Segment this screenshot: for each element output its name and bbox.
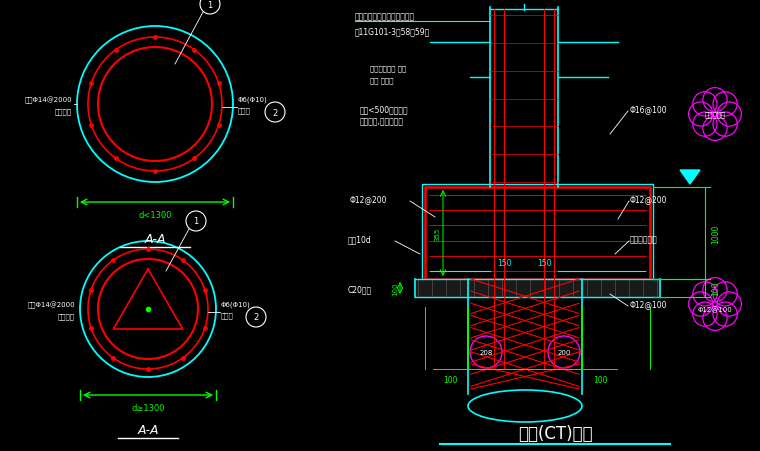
- Text: 承台(CT)大样: 承台(CT)大样: [518, 424, 592, 442]
- Text: 208: 208: [480, 349, 492, 355]
- Bar: [422, 184, 653, 282]
- Text: 355: 355: [434, 227, 440, 240]
- Text: 墙、柱插筋在基础中锚固构造: 墙、柱插筋在基础中锚固构造: [355, 12, 415, 21]
- Text: 间距<500且不少于: 间距<500且不少于: [360, 105, 409, 114]
- Text: A-A: A-A: [144, 232, 166, 245]
- Text: 锚筋10d: 锚筋10d: [348, 235, 372, 244]
- Text: 1: 1: [193, 217, 198, 226]
- Text: 与主筋同: 与主筋同: [55, 108, 72, 115]
- Text: 箍筋Φ14@2000: 箍筋Φ14@2000: [24, 96, 72, 103]
- Polygon shape: [415, 279, 660, 297]
- Bar: [425, 188, 650, 279]
- Text: 承台顶标高: 承台顶标高: [705, 111, 726, 118]
- Text: 插至承台底筋: 插至承台底筋: [630, 235, 657, 244]
- Text: 100: 100: [392, 281, 398, 295]
- Text: 螺旋筋: 螺旋筋: [221, 312, 234, 318]
- Text: 150: 150: [537, 258, 551, 267]
- Text: Φ6(Φ10): Φ6(Φ10): [238, 97, 268, 103]
- Text: 2: 2: [253, 313, 258, 322]
- Text: 箍筋Φ14@2000: 箍筋Φ14@2000: [27, 301, 75, 308]
- Text: 100: 100: [711, 281, 720, 295]
- Text: 100: 100: [443, 375, 458, 384]
- Text: 100: 100: [593, 375, 607, 384]
- Text: d≥1300: d≥1300: [131, 403, 165, 412]
- Text: 2: 2: [272, 108, 277, 117]
- Text: Φ16@100: Φ16@100: [630, 105, 667, 114]
- Text: 与主筋同: 与主筋同: [58, 313, 75, 320]
- Text: 200: 200: [557, 349, 571, 355]
- Text: Φ6(Φ10): Φ6(Φ10): [221, 301, 251, 308]
- Text: 参11G101-3第58、59页: 参11G101-3第58、59页: [355, 27, 430, 36]
- Text: 详图 配筋图: 详图 配筋图: [370, 77, 394, 83]
- Text: Φ12@200: Φ12@200: [630, 194, 667, 203]
- Text: Φ12@100: Φ12@100: [630, 299, 667, 308]
- Polygon shape: [680, 170, 700, 184]
- Text: 1: 1: [207, 0, 213, 9]
- Text: 150: 150: [497, 258, 511, 267]
- Text: C20垫层: C20垫层: [348, 285, 372, 293]
- Text: d<1300: d<1300: [138, 211, 172, 220]
- Text: 螺旋筋: 螺旋筋: [238, 107, 251, 114]
- Text: 复用插筋直径 根据: 复用插筋直径 根据: [370, 65, 407, 71]
- Text: A-A: A-A: [138, 423, 159, 436]
- Text: 1000: 1000: [711, 224, 720, 243]
- Text: Φ12@100: Φ12@100: [698, 306, 733, 313]
- Text: Φ12@200: Φ12@200: [350, 194, 388, 203]
- Text: 两道箍筋,水平分布筋: 两道箍筋,水平分布筋: [360, 117, 404, 126]
